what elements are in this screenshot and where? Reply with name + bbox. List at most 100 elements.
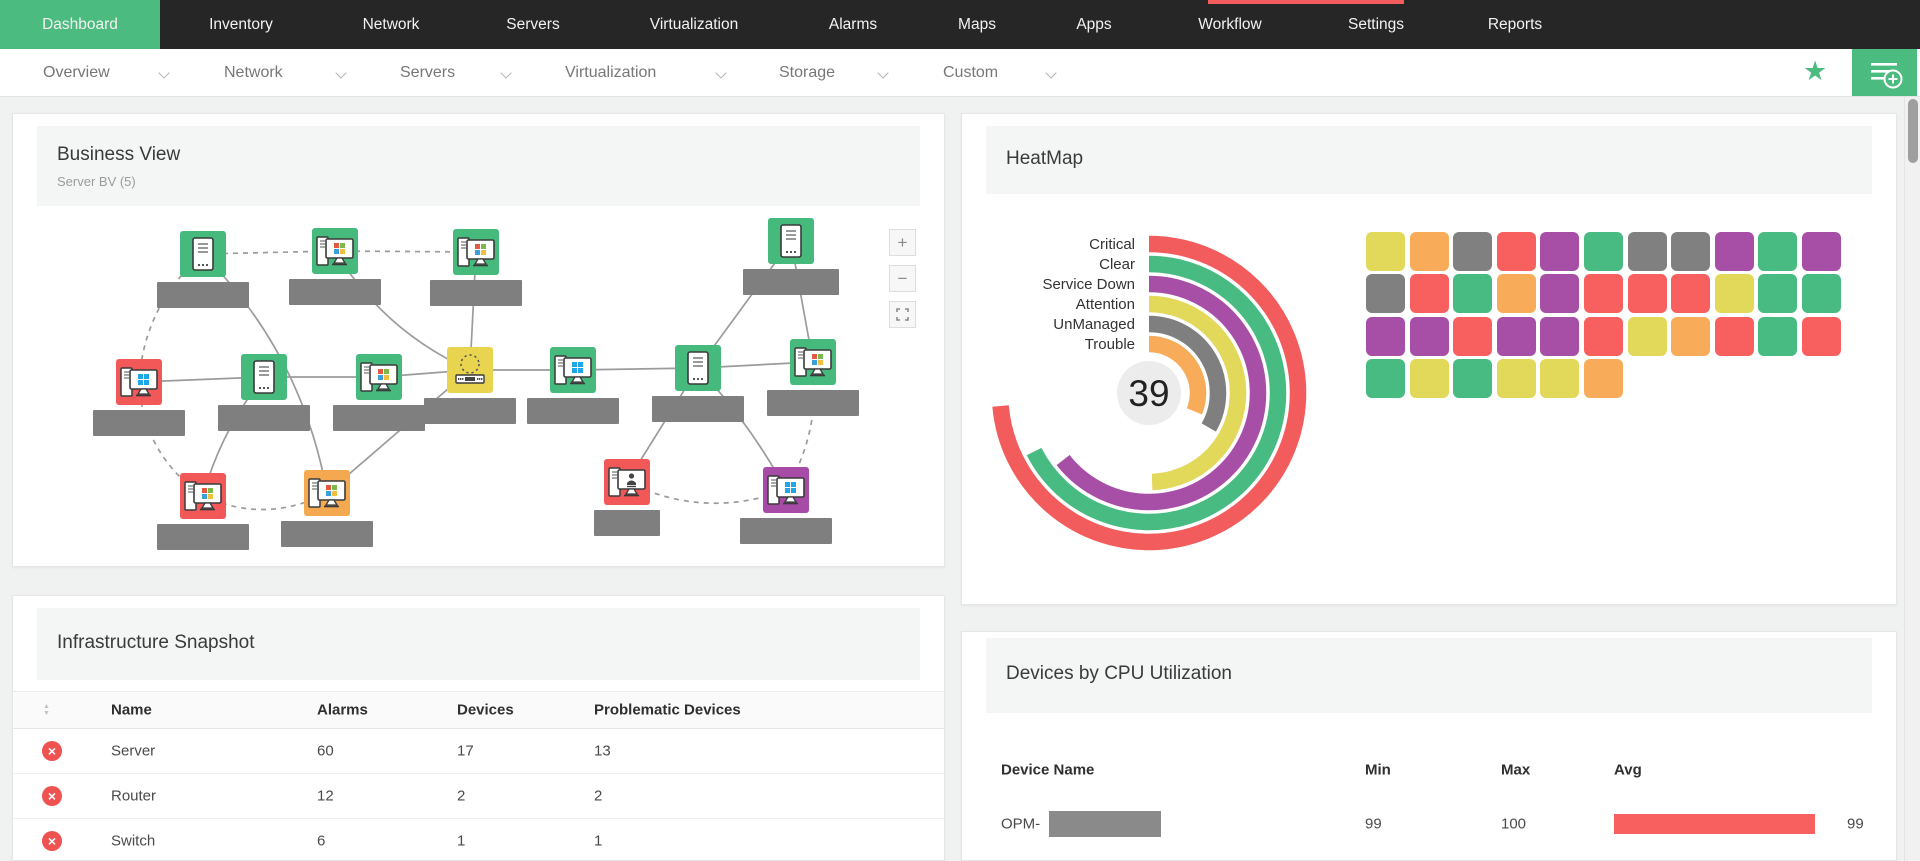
topology-node-tower[interactable] (180, 231, 226, 277)
nav-tab-servers[interactable]: Servers (506, 16, 560, 33)
col-name[interactable]: Name (111, 701, 152, 719)
nav-tab-maps[interactable]: Maps (958, 16, 996, 33)
chevron-down-icon[interactable] (335, 67, 347, 79)
heatmap-cell[interactable] (1366, 232, 1405, 271)
heatmap-cell[interactable] (1802, 316, 1841, 356)
heatmap-cell[interactable] (1584, 232, 1623, 271)
heatmap-cell[interactable] (1714, 316, 1754, 356)
topology-node-desktop-win[interactable] (312, 228, 358, 274)
topology-node-desktop-win[interactable] (356, 354, 402, 400)
heatmap-cell[interactable] (1496, 359, 1536, 399)
heatmap-cell[interactable] (1366, 274, 1405, 314)
subnav-item-network[interactable]: Network (224, 64, 283, 81)
chevron-down-icon[interactable] (715, 67, 727, 79)
chevron-down-icon[interactable] (158, 67, 170, 79)
radial-ring-clear[interactable] (1026, 255, 1287, 531)
nav-tab-virtualization[interactable]: Virtualization (649, 16, 739, 33)
heatmap-cell[interactable] (1540, 274, 1580, 314)
col-max[interactable]: Max (1501, 761, 1531, 779)
table-row-router[interactable]: × Router 12 2 2 (13, 774, 944, 819)
topology-node-tower[interactable] (241, 354, 287, 400)
chevron-down-icon[interactable] (877, 67, 889, 79)
nav-tab-network[interactable]: Network (362, 16, 420, 33)
heatmap-cell[interactable] (1584, 359, 1623, 399)
topology-node-desktop-blue[interactable] (763, 467, 809, 513)
nav-tab-reports[interactable]: Reports (1487, 16, 1543, 33)
heatmap-cell[interactable] (1453, 359, 1493, 399)
heatmap-cell[interactable] (1540, 359, 1580, 399)
heatmap-cell[interactable] (1540, 232, 1580, 271)
add-dashboard-button[interactable] (1852, 49, 1917, 96)
zoom-out-button[interactable]: − (889, 265, 916, 292)
topology-node-desktop-win[interactable] (453, 229, 499, 275)
heatmap-cell[interactable] (1758, 232, 1798, 271)
heatmap-cell[interactable] (1584, 316, 1623, 356)
page-scrollbar-thumb[interactable] (1908, 99, 1918, 163)
topology-node-tower[interactable] (768, 218, 814, 264)
sort-icon[interactable]: ▲ ▼ (43, 703, 50, 717)
subnav-item-storage[interactable]: Storage (779, 64, 836, 81)
topology-node-desktop-win[interactable] (304, 470, 350, 516)
nav-tab-apps[interactable]: Apps (1076, 16, 1112, 33)
subnav-item-servers[interactable]: Servers (400, 64, 456, 81)
zoom-in-button[interactable]: + (889, 229, 916, 256)
heatmap-cell[interactable] (1671, 274, 1711, 314)
heatmap-cell[interactable] (1758, 316, 1798, 356)
heatmap-cell[interactable] (1671, 232, 1711, 271)
topology-node-desktop-user[interactable] (604, 459, 650, 505)
heatmap-cell[interactable] (1409, 359, 1449, 399)
nav-tab-settings[interactable]: Settings (1347, 16, 1405, 33)
heatmap-cell[interactable] (1627, 232, 1667, 271)
table-row-server[interactable]: × Server 60 17 13 (13, 729, 944, 774)
topology-node-rack[interactable] (447, 347, 493, 393)
topology-node-tower[interactable] (675, 345, 721, 391)
heatmap-cell[interactable] (1496, 274, 1536, 314)
heatmap-cell[interactable] (1409, 274, 1449, 314)
nav-tab-alarms[interactable]: Alarms (828, 16, 878, 33)
fit-screen-button[interactable] (889, 301, 916, 328)
chevron-down-icon[interactable] (500, 67, 512, 79)
topology-node-desktop-win[interactable] (180, 473, 226, 519)
chevron-down-icon[interactable] (1045, 67, 1057, 79)
heatmap-cell[interactable] (1409, 316, 1449, 356)
subnav-item-custom[interactable]: Custom (943, 64, 999, 81)
heatmap-cell[interactable] (1714, 232, 1754, 271)
nav-tab-inventory[interactable]: Inventory (209, 16, 273, 33)
radial-ring-critical[interactable] (992, 235, 1307, 551)
topology-node-desktop-blue[interactable] (116, 359, 162, 405)
heatmap-cell[interactable] (1496, 232, 1536, 271)
radial-ring-trouble[interactable] (1148, 335, 1207, 415)
col-min[interactable]: Min (1365, 761, 1391, 779)
topology-node-desktop-win[interactable] (790, 339, 836, 385)
radial-ring-attention[interactable] (1148, 295, 1247, 491)
page-scrollbar-track[interactable] (1904, 97, 1920, 861)
radial-ring-service-down[interactable] (1056, 275, 1267, 511)
heatmap-cell[interactable] (1496, 316, 1536, 356)
heatmap-cell[interactable] (1627, 274, 1667, 314)
col-devices[interactable]: Devices (457, 701, 514, 719)
heatmap-cell[interactable] (1366, 316, 1405, 356)
heatmap-cell[interactable] (1366, 359, 1405, 399)
heatmap-cell[interactable] (1627, 316, 1667, 356)
heatmap-cell[interactable] (1802, 232, 1841, 271)
heatmap-cell[interactable] (1540, 316, 1580, 356)
favorite-star-icon[interactable]: ★ (1803, 56, 1828, 86)
heatmap-cell[interactable] (1453, 274, 1493, 314)
subnav-item-overview[interactable]: Overview (43, 64, 110, 81)
table-row-switch[interactable]: × Switch 6 1 1 (13, 819, 944, 860)
heatmap-cell[interactable] (1714, 274, 1754, 314)
heatmap-cell[interactable] (1409, 232, 1449, 271)
heatmap-cell[interactable] (1453, 232, 1493, 271)
device-row[interactable]: OPM- 99 100 99 (962, 800, 1896, 848)
col-device-name[interactable]: Device Name (1001, 761, 1095, 779)
heatmap-cell[interactable] (1584, 274, 1623, 314)
col-problematic-devices[interactable]: Problematic Devices (594, 701, 741, 719)
topology-node-desktop-blue[interactable] (550, 347, 596, 393)
nav-tab-dashboard[interactable]: Dashboard (42, 16, 118, 33)
col-alarms[interactable]: Alarms (317, 701, 368, 719)
col-avg[interactable]: Avg (1614, 761, 1642, 779)
nav-tab-workflow[interactable]: Workflow (1198, 16, 1262, 33)
heatmap-cell[interactable] (1671, 316, 1711, 356)
heatmap-cell[interactable] (1453, 316, 1493, 356)
subnav-item-virtualization[interactable]: Virtualization (565, 64, 657, 81)
